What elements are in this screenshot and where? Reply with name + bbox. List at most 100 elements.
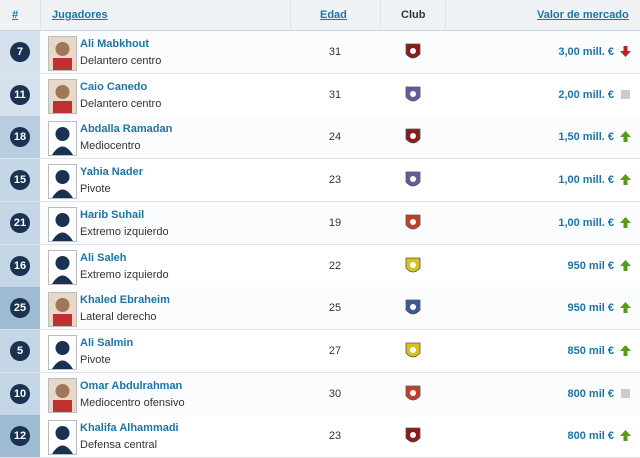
market-value[interactable]: 800 mil €: [567, 387, 614, 400]
club-badge[interactable]: [404, 298, 422, 318]
market-value[interactable]: 2,00 mill. €: [558, 88, 614, 101]
player-name[interactable]: Khaled Ebraheim: [80, 294, 170, 307]
club-badge[interactable]: [404, 85, 422, 105]
market-value[interactable]: 800 mil €: [567, 430, 614, 443]
player-name[interactable]: Omar Abdulrahman: [80, 379, 183, 392]
player-position: Delantero centro: [80, 97, 162, 110]
market-value[interactable]: 950 mil €: [567, 302, 614, 315]
player-name[interactable]: Ali Salmin: [80, 336, 134, 349]
player-photo: [48, 164, 77, 200]
player-position: Lateral derecho: [80, 311, 157, 324]
trend-icon: [620, 430, 631, 442]
player-photo: [48, 292, 77, 328]
trend-icon: [620, 259, 631, 271]
player-age: 22: [328, 259, 342, 272]
trend-icon: [620, 46, 631, 57]
player-name[interactable]: Yahia Nader: [80, 166, 143, 179]
player-row: 10 Omar Abdulrahman Mediocentro ofensivo 30…: [0, 372, 640, 416]
header-club: Club: [401, 9, 426, 21]
table-header: # Jugadores Edad Club Valor de mercado: [0, 0, 640, 31]
shirt-number: 7: [10, 42, 30, 62]
player-name[interactable]: Abdalla Ramadan: [80, 123, 173, 136]
header-number[interactable]: #: [12, 9, 19, 21]
player-row: 15 Yahia Nader Pivote 23 1,00 mill. €: [0, 159, 640, 203]
number-cell: 25: [0, 287, 40, 330]
player-row: 16 Ali Saleh Extremo izquierdo 22 950 mil €: [0, 244, 640, 288]
player-photo: [48, 334, 77, 370]
header-value[interactable]: Valor de mercado: [537, 9, 629, 21]
club-badge[interactable]: [404, 213, 422, 233]
header-age[interactable]: Edad: [320, 9, 347, 21]
player-position: Defensa central: [80, 439, 158, 452]
player-position: Mediocentro ofensivo: [80, 396, 185, 409]
player-name[interactable]: Khalifa Alhammadi: [80, 422, 179, 435]
shirt-number: 25: [10, 298, 30, 319]
club-badge[interactable]: [404, 42, 422, 62]
market-value[interactable]: 1,50 mill. €: [558, 131, 614, 144]
market-value[interactable]: 1,00 mill. €: [558, 174, 614, 187]
player-age: 25: [328, 302, 342, 315]
player-age: 27: [328, 344, 342, 357]
player-row: 21 Harib Suhail Extremo izquierdo 19 1,00 mi…: [0, 201, 640, 245]
shirt-number: 21: [10, 212, 30, 233]
header-players[interactable]: Jugadores: [52, 9, 108, 21]
trend-icon: [620, 89, 631, 100]
player-age: 23: [328, 430, 342, 443]
market-value[interactable]: 850 mil €: [567, 344, 614, 357]
number-cell: 5: [0, 329, 40, 372]
club-badge[interactable]: [404, 341, 422, 361]
player-photo: [48, 206, 77, 242]
trend-icon: [620, 388, 631, 399]
market-value[interactable]: 1,00 mill. €: [558, 216, 614, 229]
shirt-number: 10: [10, 383, 30, 404]
number-cell: 15: [0, 159, 40, 202]
club-badge[interactable]: [404, 256, 422, 276]
shirt-number: 15: [10, 170, 30, 191]
club-badge[interactable]: [404, 384, 422, 404]
player-age: 31: [328, 46, 342, 58]
player-photo: [48, 36, 77, 71]
trend-icon: [620, 216, 631, 228]
player-row: 5 Ali Salmin Pivote 27 850 mil €: [0, 329, 640, 373]
player-position: Mediocentro: [80, 140, 141, 153]
number-cell: 10: [0, 372, 40, 415]
player-name[interactable]: Harib Suhail: [80, 208, 145, 221]
number-cell: 18: [0, 116, 40, 159]
player-name[interactable]: Ali Saleh: [80, 251, 127, 264]
player-photo: [48, 249, 77, 285]
number-cell: 16: [0, 244, 40, 287]
player-position: Pivote: [80, 183, 111, 196]
club-badge[interactable]: [404, 426, 422, 446]
shirt-number: 18: [10, 127, 30, 148]
number-cell: 7: [0, 31, 40, 73]
shirt-number: 12: [10, 426, 30, 447]
player-name[interactable]: Ali Mabkhout: [80, 38, 150, 50]
number-cell: 21: [0, 201, 40, 244]
player-age: 31: [328, 88, 342, 101]
trend-icon: [620, 302, 631, 314]
club-badge[interactable]: [404, 170, 422, 190]
player-photo: [48, 78, 77, 114]
number-cell: 11: [0, 73, 40, 116]
player-row: 7 Ali Mabkhout Delantero centro 31 3,00 mill…: [0, 31, 640, 74]
player-row: 18 Abdalla Ramadan Mediocentro 24 1,50 mill.…: [0, 116, 640, 160]
market-value[interactable]: 3,00 mill. €: [558, 46, 614, 58]
player-name[interactable]: Caio Canedo: [80, 80, 148, 93]
trend-icon: [620, 131, 631, 143]
club-badge[interactable]: [404, 127, 422, 147]
shirt-number: 5: [10, 340, 30, 361]
player-age: 19: [328, 216, 342, 229]
player-row: 25 Khaled Ebraheim Lateral derecho 25 950 mi…: [0, 287, 640, 331]
market-value[interactable]: 950 mil €: [567, 259, 614, 272]
player-position: Extremo izquierdo: [80, 268, 169, 281]
player-position: Pivote: [80, 353, 111, 366]
number-cell: 12: [0, 415, 40, 458]
trend-icon: [620, 344, 631, 356]
shirt-number: 11: [10, 84, 30, 105]
player-age: 23: [328, 174, 342, 187]
player-age: 30: [328, 387, 342, 400]
player-photo: [48, 377, 77, 413]
player-photo: [48, 420, 77, 456]
player-position: Delantero centro: [80, 55, 162, 67]
